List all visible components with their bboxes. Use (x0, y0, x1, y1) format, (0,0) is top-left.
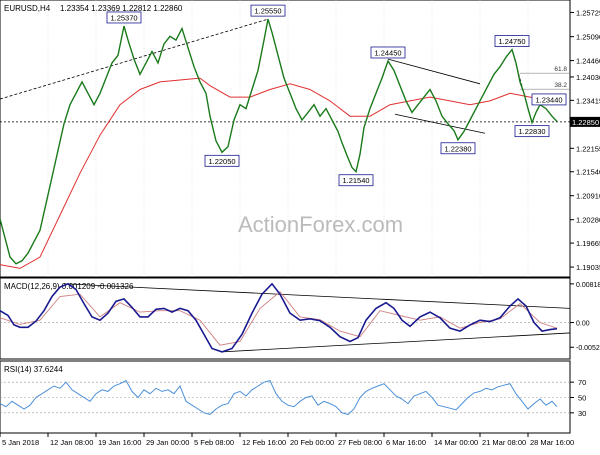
fib-level-label: 61.8 (554, 66, 567, 73)
price-label: 1.22050 (208, 157, 235, 166)
main-pane-title: EURUSD,H4 (4, 4, 51, 13)
price-tick-label: 1.19665 (576, 239, 600, 248)
price-tick-label: 1.24460 (576, 57, 600, 66)
rsi-tick-label: 50 (578, 394, 586, 403)
time-tick-label: 5 Feb 08:00 (194, 438, 234, 447)
macd-tick-label: 0.008182 (576, 282, 600, 289)
trendline-upper-channel (0, 18, 269, 100)
trendline-macd-lower (221, 332, 571, 353)
watermark: ActionForex.com (238, 212, 403, 237)
price-label: 1.22380 (444, 144, 471, 153)
price-label: 1.24750 (498, 37, 525, 46)
time-axis: 5 Jan 2018 12 Jan 08:00 19 Jan 16:00 29 Jan… (0, 433, 574, 447)
price-label: 1.21540 (342, 176, 369, 185)
price-label-box (514, 125, 550, 138)
rsi-plot-area (0, 379, 570, 415)
trendline-macd-upper (63, 283, 571, 309)
trendline-triangle-bottom (394, 113, 486, 134)
rsi-pane-title: RSI(14) 37.6244 (4, 365, 63, 374)
price-label: 1.22830 (518, 127, 545, 136)
price-label-box (204, 154, 240, 167)
time-tick-label: 27 Feb 08:00 (338, 438, 382, 447)
price-label-box (370, 46, 406, 59)
macd-tick-label: -0.005223 (576, 345, 600, 352)
price-label: 1.24450 (374, 48, 401, 57)
price-label: 1.25550 (254, 7, 281, 16)
macd-axis: 0.008182 0.00 -0.005223 (570, 282, 600, 352)
time-tick-label: 28 Mar 16:00 (530, 438, 574, 447)
price-tick-label: 1.20910 (576, 192, 600, 201)
main-pane-frame (0, 0, 571, 278)
trendline-triangle-top (387, 58, 481, 85)
time-tick-label: 29 Jan 00:00 (146, 438, 189, 447)
price-label: 1.23440 (535, 95, 562, 104)
main-price-axis: 1.25725 1.25090 1.24460 1.24030 1.23415 1.228… (570, 8, 600, 272)
current-price-label: 1.22850 (572, 118, 599, 127)
time-tick-label: 19 Jan 16:00 (98, 438, 141, 447)
macd-tick-label: 0.00 (576, 321, 590, 328)
macd-line (0, 282, 558, 353)
main-plot-area: 1.22850 61.8 38.2 1.25370 1.25550 1.22050 1.21… (0, 4, 600, 269)
price-label-box (494, 35, 530, 47)
rsi-pane-frame (0, 360, 571, 434)
time-tick-label: 12 Feb 16:00 (242, 438, 286, 447)
price-tick-label: 1.22155 (576, 144, 600, 153)
time-tick-label: 14 Mar 00:00 (434, 438, 478, 447)
price-line (0, 18, 558, 265)
fib-level-label: 38.2 (554, 82, 567, 89)
price-label-box (106, 11, 142, 24)
price-label-box (250, 4, 286, 17)
rsi-line (0, 379, 558, 415)
moving-average-line (0, 77, 558, 269)
time-tick-label: 6 Mar 16:00 (386, 438, 426, 447)
price-label-box (531, 93, 567, 106)
time-tick-label: 5 Jan 2018 (2, 438, 39, 447)
price-tick-label: 1.24030 (576, 73, 600, 82)
price-tick-label: 1.20280 (576, 216, 600, 225)
price-tick-label: 1.25090 (576, 33, 600, 42)
macd-pane-title: MACD(12,26,9) 0.001209 -0.001326 (4, 282, 134, 291)
current-price-tag (570, 116, 600, 127)
time-tick-label: 21 Mar 08:00 (482, 438, 526, 447)
price-label: 1.25370 (110, 13, 137, 22)
rsi-tick-label: 70 (578, 378, 586, 387)
price-tick-label: 1.23415 (576, 96, 600, 105)
price-label-box (338, 174, 374, 187)
price-tick-label: 1.21540 (576, 168, 600, 177)
macd-plot-area (0, 282, 571, 353)
time-tick-label: 20 Feb 00:00 (290, 438, 334, 447)
rsi-tick-label: 30 (578, 409, 586, 418)
main-pane-ohlc: 1.23354 1.23369 1.22812 1.22860 (60, 4, 183, 13)
price-label-box (440, 142, 476, 155)
price-tick-label: 1.19035 (576, 263, 600, 272)
time-tick-label: 12 Jan 08:00 (50, 438, 93, 447)
price-tick-label: 1.25725 (576, 8, 600, 17)
rsi-axis: 70 50 30 (570, 378, 586, 418)
